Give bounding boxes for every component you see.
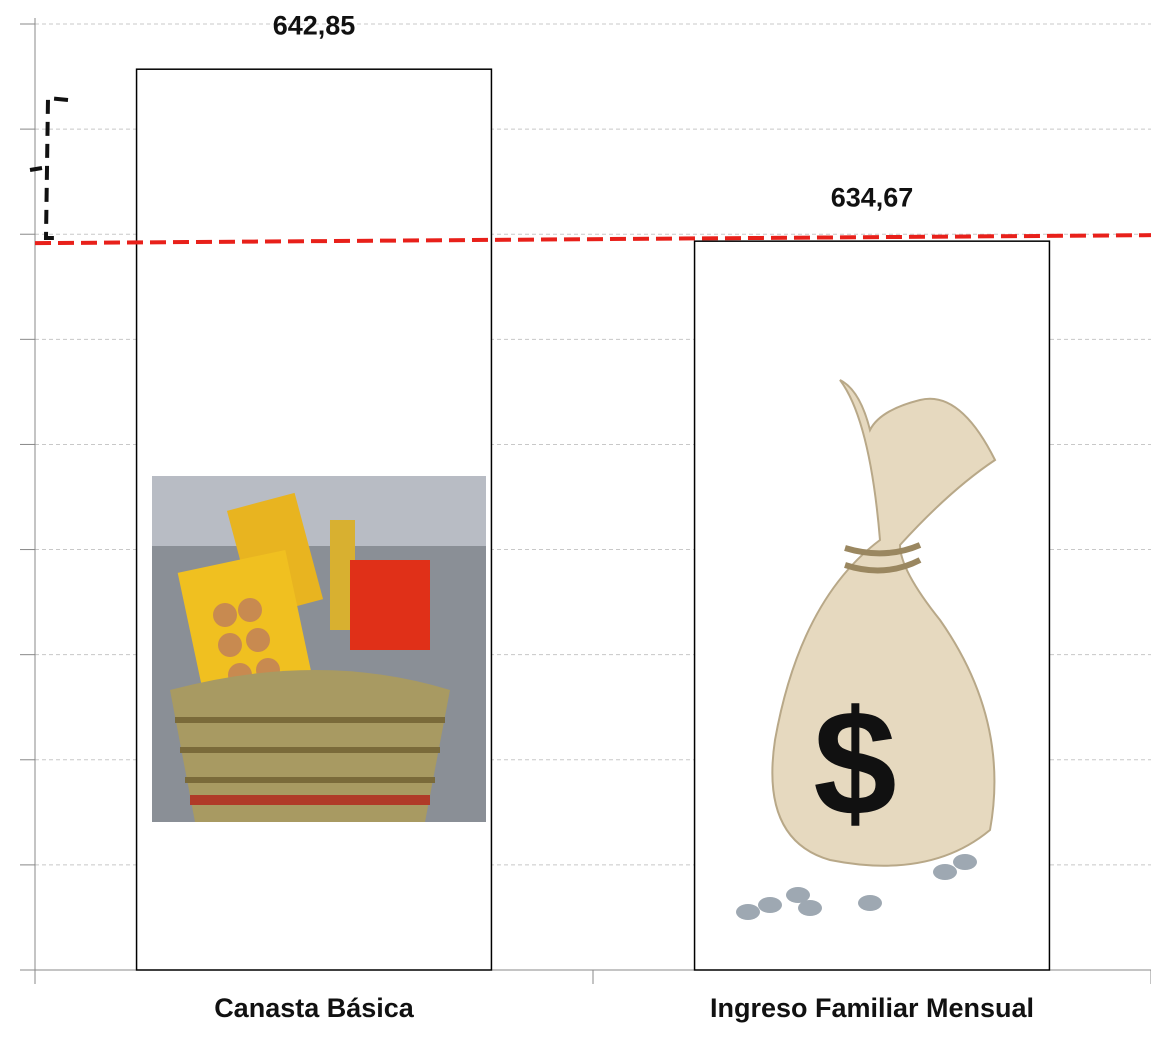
reference-line (34, 233, 1151, 246)
value-label: 642,85 (273, 10, 356, 40)
x-tick-label: Ingreso Familiar Mensual (710, 993, 1034, 1023)
value-label: 634,67 (831, 182, 914, 212)
basket-image (152, 476, 486, 822)
dollar-sign: $ (813, 679, 896, 847)
money-bag-image: $ (736, 379, 997, 920)
bracket (29, 95, 69, 240)
overlay: 642,85 Canasta Básica 634,67 Ingreso Famili… (34, 10, 1151, 1023)
x-tick-label: Canasta Básica (214, 993, 415, 1023)
